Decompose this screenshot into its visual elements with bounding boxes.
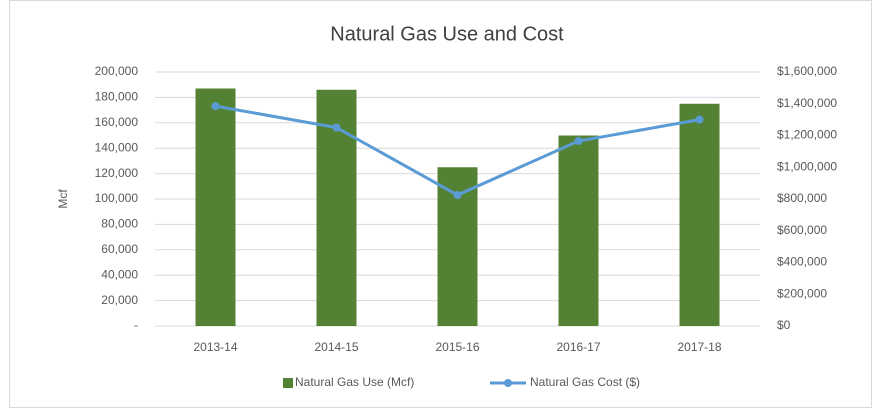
x-tick-label: 2013-14	[193, 340, 237, 354]
y-tick-label: 120,000	[95, 166, 139, 180]
line-marker	[695, 115, 704, 124]
y2-tick-label: $1,200,000	[777, 128, 837, 142]
y-tick-label: 80,000	[101, 217, 138, 231]
x-tick-label: 2016-17	[556, 340, 600, 354]
y2-tick-label: $1,400,000	[777, 96, 837, 110]
chart-title: Natural Gas Use and Cost	[330, 23, 564, 45]
y2-tick-label: $0	[777, 318, 791, 332]
y-tick-label: -	[134, 318, 138, 332]
y-tick-label: 200,000	[95, 64, 139, 78]
legend-swatch	[283, 378, 293, 388]
line-marker	[453, 191, 462, 200]
y-tick-label: 60,000	[101, 242, 138, 256]
x-tick-label: 2014-15	[314, 340, 358, 354]
y-tick-label: 180,000	[95, 90, 139, 104]
legend-swatch-marker	[504, 379, 512, 387]
legend-label: Natural Gas Use (Mcf)	[295, 375, 414, 389]
y-tick-label: 100,000	[95, 191, 139, 205]
bar	[679, 103, 720, 326]
y2-tick-label: $400,000	[777, 255, 827, 269]
y2-tick-label: $200,000	[777, 286, 827, 300]
line-marker	[211, 102, 220, 111]
legend-label: Natural Gas Cost ($)	[530, 375, 640, 389]
x-tick-label: 2017-18	[677, 340, 721, 354]
y2-tick-label: $1,000,000	[777, 159, 837, 173]
y-tick-label: 160,000	[95, 115, 139, 129]
y-tick-label: 20,000	[101, 293, 138, 307]
y2-tick-label: $1,600,000	[777, 64, 837, 78]
y2-tick-label: $600,000	[777, 223, 827, 237]
y-tick-label: 140,000	[95, 140, 139, 154]
y-tick-label: 40,000	[101, 267, 138, 281]
line-marker	[332, 123, 341, 132]
y2-tick-label: $800,000	[777, 191, 827, 205]
y-axis-label: Mcf	[56, 189, 70, 209]
x-tick-label: 2015-16	[435, 340, 479, 354]
bar	[558, 135, 599, 326]
line-marker	[574, 137, 583, 146]
bar	[195, 88, 236, 326]
